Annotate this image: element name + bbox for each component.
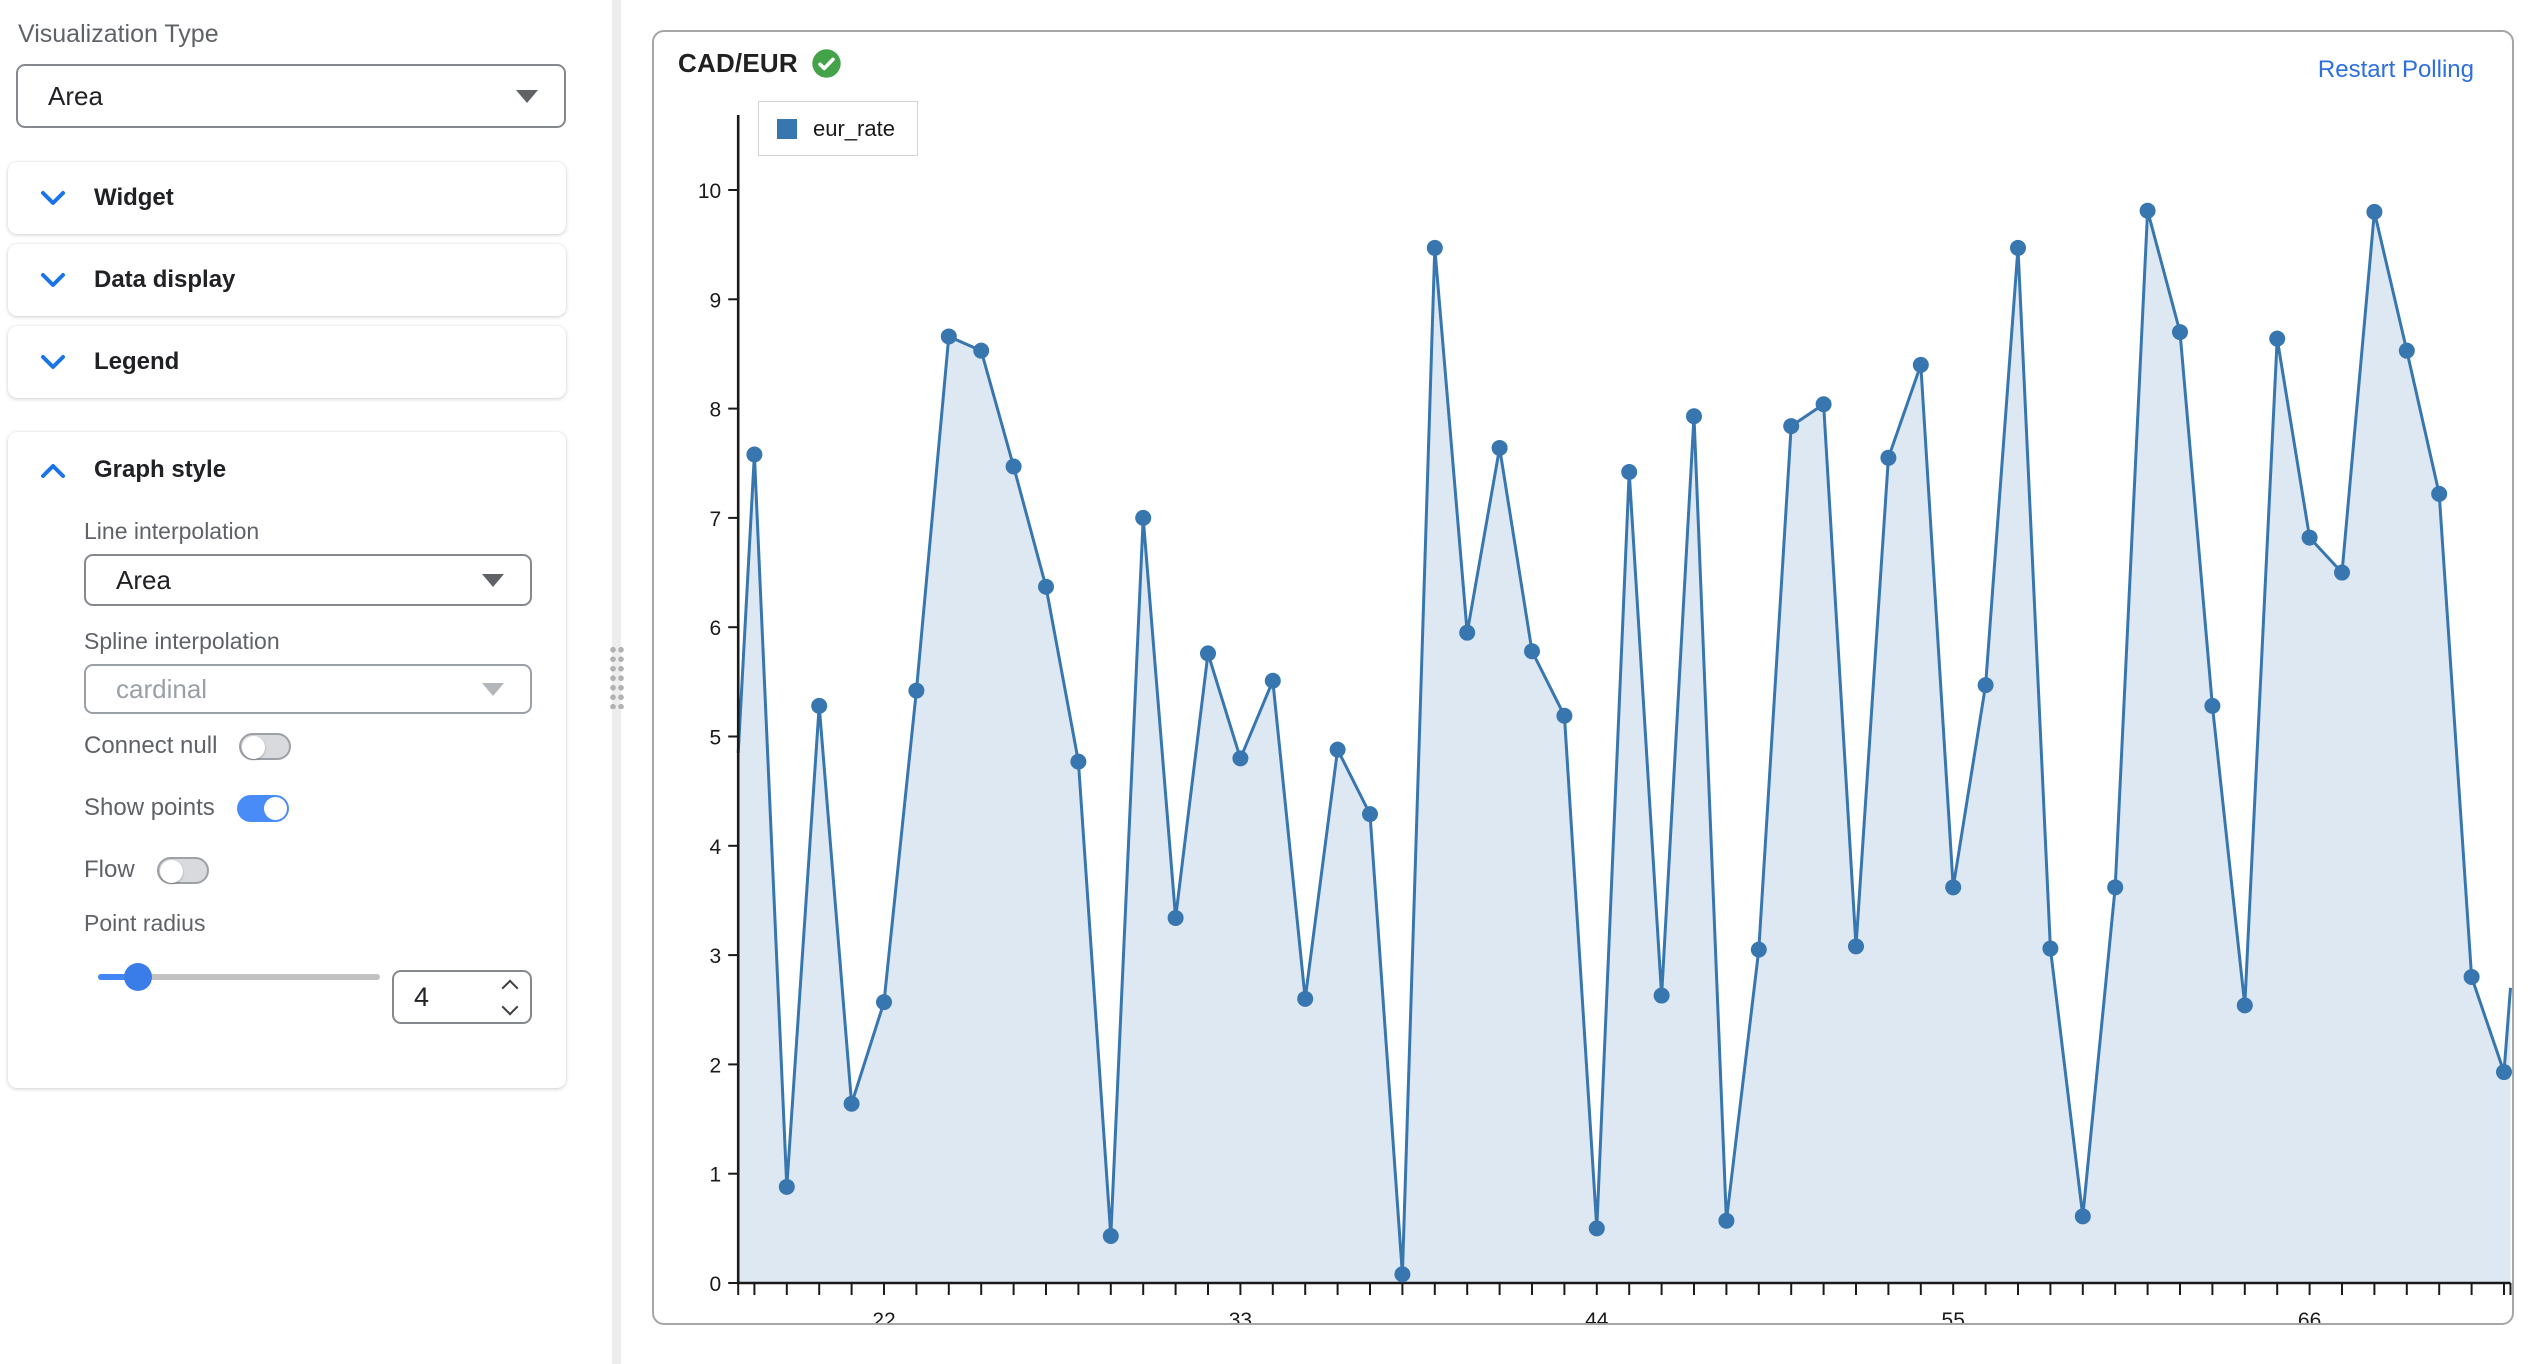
- section-widget[interactable]: Widget: [8, 162, 566, 234]
- svg-text:7: 7: [710, 508, 722, 531]
- section-data-display-label: Data display: [94, 266, 236, 293]
- legend-swatch-icon: [777, 118, 797, 139]
- stepper-down-icon[interactable]: [501, 998, 519, 1015]
- svg-text:0: 0: [710, 1273, 722, 1296]
- slider-track[interactable]: [98, 974, 380, 980]
- chevron-up-icon: [41, 463, 65, 478]
- point-radius-value: 4: [414, 981, 430, 1012]
- svg-text:3: 3: [710, 945, 722, 968]
- chart-title: CAD/EUR: [678, 48, 798, 78]
- chart-legend[interactable]: eur_rate: [758, 101, 918, 156]
- svg-text:9: 9: [710, 289, 722, 312]
- show-points-row: Show points: [84, 794, 289, 822]
- svg-text:2: 2: [710, 1054, 722, 1077]
- slider-handle[interactable]: [124, 963, 152, 991]
- panel-resizer[interactable]: [609, 0, 624, 1364]
- settings-sidebar: Visualization Type Area Widget Data disp…: [0, 0, 604, 1364]
- spline-interpolation-select[interactable]: cardinal: [84, 664, 532, 714]
- section-legend[interactable]: Legend: [8, 326, 566, 398]
- line-interpolation-select[interactable]: Area: [84, 554, 532, 606]
- svg-text:8: 8: [710, 399, 722, 422]
- svg-text:10: 10: [698, 180, 721, 203]
- area-chart-svg[interactable]: 0 1 2 3 4 5 6 7 8 9 10 22 33 44 55 66: [654, 32, 2512, 1323]
- svg-text:66: 66: [2298, 1309, 2321, 1323]
- graph-style-header[interactable]: Graph style: [8, 456, 566, 484]
- point-radius-slider: [98, 962, 388, 992]
- visualization-type-select[interactable]: Area: [16, 64, 566, 128]
- show-points-label: Show points: [84, 794, 215, 821]
- chevron-down-icon: [41, 354, 65, 369]
- section-graph-style: Graph style Line interpolation Area Spli…: [8, 432, 566, 1088]
- svg-text:6: 6: [710, 617, 722, 640]
- graph-style-title: Graph style: [94, 456, 227, 483]
- stepper-up-icon[interactable]: [501, 979, 519, 996]
- toggle-knob: [263, 796, 287, 820]
- section-data-display[interactable]: Data display: [8, 244, 566, 316]
- svg-text:22: 22: [872, 1309, 895, 1323]
- chevron-down-icon: [516, 89, 538, 103]
- point-radius-label: Point radius: [84, 910, 206, 936]
- line-interpolation-label: Line interpolation: [84, 518, 260, 544]
- chevron-down-icon: [482, 573, 504, 587]
- connect-null-row: Connect null: [84, 732, 292, 760]
- chevron-down-icon: [482, 682, 504, 696]
- restart-polling-link[interactable]: Restart Polling: [2317, 56, 2474, 83]
- line-interpolation-value: Area: [116, 564, 171, 595]
- show-points-toggle[interactable]: [236, 794, 289, 822]
- connect-null-toggle[interactable]: [239, 732, 292, 760]
- slider-fill: [98, 974, 138, 980]
- svg-text:1: 1: [710, 1164, 722, 1187]
- number-stepper[interactable]: [501, 979, 519, 1015]
- chevron-down-icon: [41, 190, 65, 205]
- chart-title-row: CAD/EUR: [678, 48, 842, 79]
- flow-row: Flow: [84, 856, 209, 884]
- svg-text:33: 33: [1229, 1309, 1252, 1323]
- spline-interpolation-value: cardinal: [116, 673, 208, 704]
- spline-interpolation-label: Spline interpolation: [84, 628, 280, 654]
- chart-card: CAD/EUR Restart Polling 0 1 2 3 4 5 6 7 8 9 10 22 33…: [652, 30, 2514, 1325]
- chevron-down-icon: [41, 272, 65, 287]
- svg-text:4: 4: [710, 836, 722, 859]
- toggle-knob: [242, 735, 266, 759]
- svg-text:5: 5: [710, 727, 722, 750]
- connect-null-label: Connect null: [84, 732, 218, 759]
- check-circle-icon: [812, 49, 841, 78]
- drag-handle-icon[interactable]: [609, 645, 624, 709]
- legend-series-label: eur_rate: [813, 115, 895, 141]
- point-radius-input[interactable]: 4: [392, 970, 532, 1024]
- flow-label: Flow: [84, 856, 135, 883]
- visualization-type-label: Visualization Type: [18, 20, 219, 48]
- toggle-knob: [159, 859, 183, 883]
- svg-text:44: 44: [1585, 1309, 1609, 1323]
- visualization-type-value: Area: [48, 80, 103, 111]
- section-widget-label: Widget: [94, 184, 174, 211]
- section-legend-label: Legend: [94, 348, 180, 375]
- svg-text:55: 55: [1942, 1309, 1965, 1323]
- flow-toggle[interactable]: [156, 856, 209, 884]
